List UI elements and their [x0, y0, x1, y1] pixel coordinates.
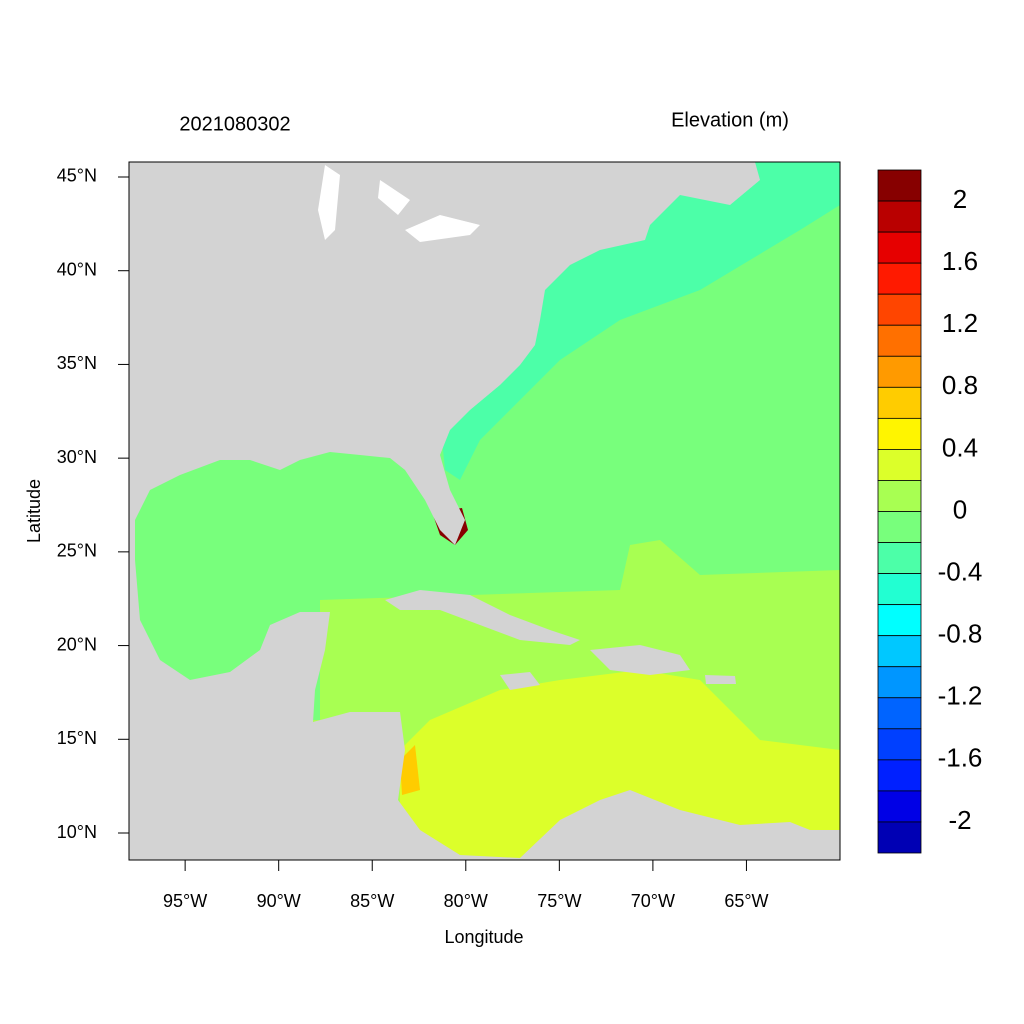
y-tick-label: 15°N: [57, 728, 97, 748]
colorbar-label: 1.6: [942, 246, 978, 276]
colorbar-bin: [877, 728, 922, 761]
colorbar-bin: [877, 293, 922, 326]
colorbar-bin: [877, 573, 922, 606]
y-tick-label: 35°N: [57, 353, 97, 373]
colorbar-bin: [877, 417, 922, 450]
colorbar-label: -2: [948, 805, 971, 835]
colorbar-bin: [877, 759, 922, 792]
colorbar-bin: [877, 200, 922, 233]
y-axis-label: Latitude: [24, 479, 44, 543]
land: [129, 162, 840, 860]
colorbar-bin: [877, 604, 922, 637]
south-caribbean: [400, 670, 840, 860]
x-tick-label: 70°W: [631, 891, 675, 911]
hispaniola: [590, 645, 690, 675]
y-tick-label: 10°N: [57, 822, 97, 842]
jamaica: [500, 672, 540, 690]
map-frame: [128, 161, 841, 861]
x-tick-label: 85°W: [350, 891, 394, 911]
colorbar-label: -0.4: [938, 556, 983, 586]
great-lakes: [318, 165, 480, 242]
colorbar-label: 0.8: [942, 370, 978, 400]
colorbar-label: 2: [953, 184, 967, 214]
colorbar-bin: [877, 262, 922, 295]
cuba: [385, 590, 580, 645]
colorbar-label: 1.2: [942, 308, 978, 338]
x-tick-label: 80°W: [444, 891, 488, 911]
colorbar-bin: [877, 169, 922, 202]
y-tick-label: 25°N: [57, 541, 97, 561]
colorbar-bin: [877, 666, 922, 699]
colorbar-bin: [877, 449, 922, 481]
x-tick-label: 65°W: [724, 891, 768, 911]
colorbar-bin: [877, 542, 922, 574]
colorbar: 2 1.6 1.2 0.8 0.4 0 -0.4 -0.8 -1.2 -1.6 -2: [877, 169, 983, 854]
coastal-high: [400, 745, 420, 795]
x-tick-label: 75°W: [537, 891, 581, 911]
colorbar-bin: [877, 697, 922, 730]
puerto-rico: [705, 675, 736, 684]
title: 2021080302: [179, 113, 290, 135]
legend-title: Elevation (m): [671, 109, 789, 131]
colorbar-bin: [877, 480, 922, 512]
x-axis-label: Longitude: [444, 927, 523, 947]
x-tick-label: 95°W: [163, 891, 207, 911]
colorbar-bin: [877, 790, 922, 823]
y-tick-label: 45°N: [57, 166, 97, 186]
colorbar-label: -1.6: [938, 743, 983, 773]
y-tick-label: 40°N: [57, 259, 97, 279]
colorbar-bin: [877, 324, 922, 357]
colorbar-label: -0.8: [938, 619, 983, 649]
colorbar-bin: [877, 511, 922, 543]
x-tick-label: 90°W: [257, 891, 301, 911]
y-tick-label: 30°N: [57, 447, 97, 467]
y-tick-label: 20°N: [57, 634, 97, 654]
colorbar-bin: [877, 231, 922, 264]
colorbar-bin: [877, 355, 922, 388]
colorbar-label: -1.2: [938, 681, 983, 711]
colorbar-bin: [877, 386, 922, 419]
colorbar-bin: [877, 635, 922, 668]
colorbar-label: 0: [953, 494, 967, 524]
map: [128, 161, 841, 861]
colorbar-label: 0.4: [942, 432, 978, 462]
coastal-band: [440, 162, 840, 480]
colorbar-bin: [877, 821, 922, 854]
